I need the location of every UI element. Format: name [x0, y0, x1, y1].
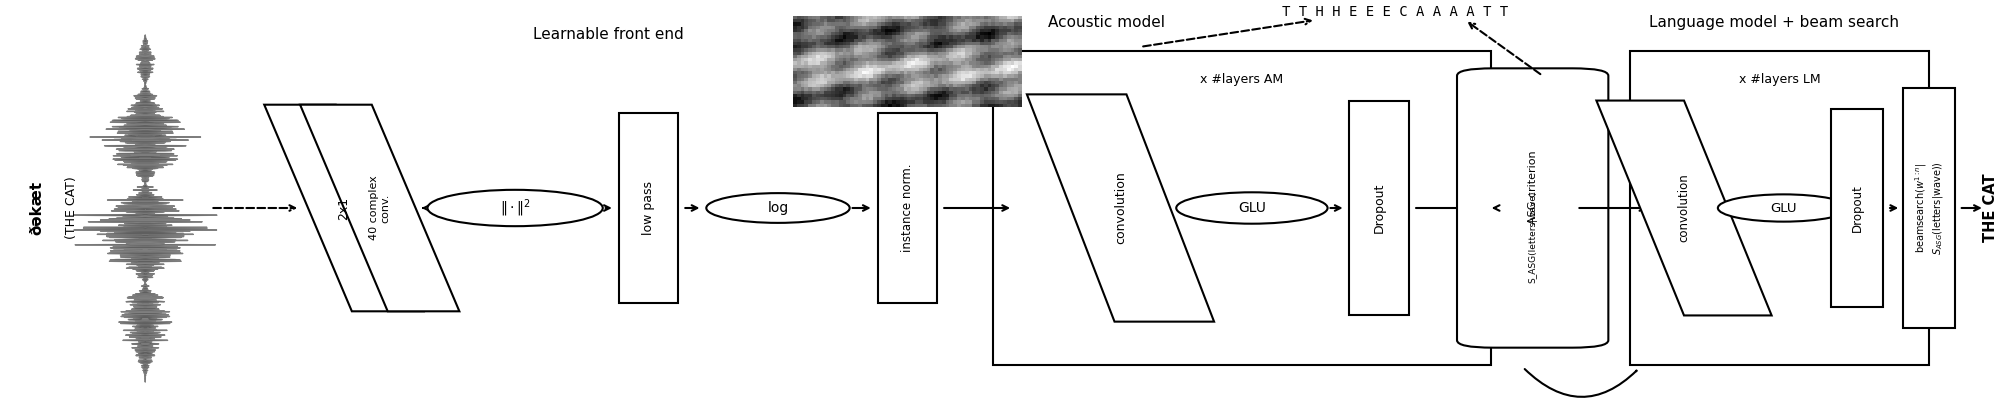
Polygon shape: [300, 105, 460, 311]
Text: Acoustic model: Acoustic model: [1048, 15, 1166, 30]
Text: GLU: GLU: [1770, 201, 1796, 215]
Text: instance norm.: instance norm.: [900, 164, 914, 252]
Text: Dropout: Dropout: [1372, 183, 1386, 233]
Text: Learnable front end: Learnable front end: [534, 27, 684, 42]
Polygon shape: [1026, 94, 1214, 322]
Text: $\Vert\cdot\Vert^2$: $\Vert\cdot\Vert^2$: [500, 197, 530, 219]
Text: log: log: [768, 201, 788, 215]
Text: Language model + beam search: Language model + beam search: [1648, 15, 1898, 30]
Text: x #layers LM: x #layers LM: [1738, 73, 1820, 87]
Text: S_ASG(letters|wave): S_ASG(letters|wave): [1528, 191, 1538, 283]
FancyBboxPatch shape: [618, 113, 678, 303]
Text: ASG criterion: ASG criterion: [1528, 151, 1538, 224]
Text: x #layers AM: x #layers AM: [1200, 73, 1284, 87]
Text: T T H H E E E C A A A A T T: T T H H E E E C A A A A T T: [1282, 5, 1508, 19]
Text: 2x1: 2x1: [338, 196, 350, 220]
Text: GLU: GLU: [1238, 201, 1266, 215]
FancyBboxPatch shape: [1904, 88, 1954, 328]
Text: (THE CAT): (THE CAT): [64, 177, 78, 239]
Text: ðəkæt: ðəkæt: [30, 181, 44, 235]
Circle shape: [428, 190, 602, 226]
Text: Dropout: Dropout: [1850, 184, 1864, 232]
FancyBboxPatch shape: [1350, 101, 1410, 315]
FancyArrowPatch shape: [1524, 369, 1636, 397]
Text: THE CAT: THE CAT: [1984, 174, 1998, 242]
Text: low pass: low pass: [642, 181, 656, 235]
Circle shape: [1718, 194, 1850, 222]
Circle shape: [706, 193, 850, 223]
FancyBboxPatch shape: [1458, 68, 1608, 348]
Polygon shape: [264, 105, 424, 311]
Polygon shape: [1596, 101, 1772, 315]
FancyBboxPatch shape: [1832, 109, 1884, 307]
Text: convolution: convolution: [1678, 173, 1690, 243]
Circle shape: [1176, 192, 1328, 224]
Text: beamsearch$(w^{1:n}|$
$S_{ASG}$(letters|wave)): beamsearch$(w^{1:n}|$ $S_{ASG}$(letters|…: [1914, 161, 1944, 255]
Text: 40 complex
conv.: 40 complex conv.: [368, 176, 390, 240]
FancyBboxPatch shape: [878, 113, 938, 303]
Text: convolution: convolution: [1114, 172, 1126, 244]
